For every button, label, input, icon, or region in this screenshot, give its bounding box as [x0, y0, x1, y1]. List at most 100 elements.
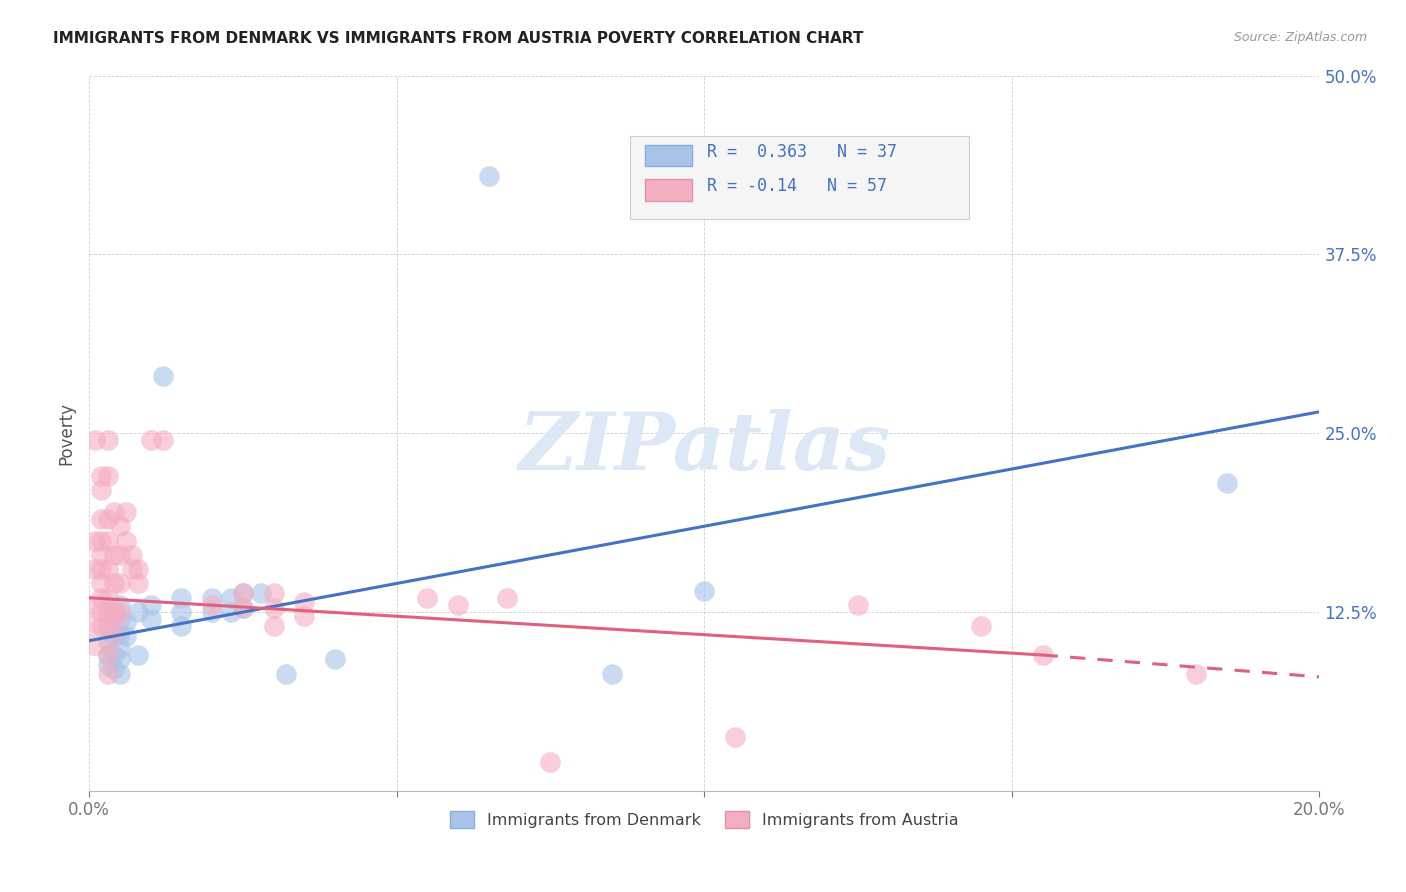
Point: [90, 605, 112, 619]
Point: [263, 600, 285, 615]
Point: [201, 598, 224, 612]
Y-axis label: Poverty: Poverty: [58, 401, 75, 465]
Point: [274, 666, 297, 681]
Point: [84, 562, 107, 576]
Point: [152, 434, 174, 448]
Point: [115, 615, 138, 629]
Point: [1216, 476, 1239, 491]
Point: [90, 533, 112, 548]
Point: [96, 619, 118, 633]
Point: [90, 469, 112, 483]
Point: [96, 434, 118, 448]
Point: [115, 533, 138, 548]
Point: [96, 666, 118, 681]
Point: [108, 576, 131, 591]
Point: [250, 586, 273, 600]
Point: [108, 666, 131, 681]
Point: [263, 586, 285, 600]
Point: [263, 619, 285, 633]
Point: [108, 652, 131, 666]
Point: [103, 548, 125, 562]
Point: [416, 591, 439, 605]
FancyBboxPatch shape: [630, 136, 969, 219]
Point: [1032, 648, 1054, 662]
Point: [152, 369, 174, 384]
Point: [103, 662, 125, 676]
Point: [90, 591, 112, 605]
Point: [108, 605, 131, 619]
Point: [108, 598, 131, 612]
Point: [96, 658, 118, 673]
Point: [139, 612, 162, 626]
Legend: Immigrants from Denmark, Immigrants from Austria: Immigrants from Denmark, Immigrants from…: [444, 805, 965, 834]
FancyBboxPatch shape: [645, 145, 692, 167]
Point: [170, 605, 193, 619]
Point: [84, 619, 107, 633]
Point: [103, 629, 125, 643]
Point: [496, 591, 519, 605]
Point: [84, 434, 107, 448]
Point: [232, 600, 254, 615]
Point: [170, 591, 193, 605]
Point: [84, 533, 107, 548]
Point: [108, 612, 131, 626]
Point: [232, 586, 254, 600]
Point: [90, 548, 112, 562]
Point: [96, 619, 118, 633]
Point: [292, 595, 315, 609]
Point: [121, 562, 143, 576]
Point: [96, 533, 118, 548]
Point: [139, 434, 162, 448]
Point: [121, 548, 143, 562]
Point: [103, 505, 125, 519]
Point: [96, 512, 118, 526]
Text: IMMIGRANTS FROM DENMARK VS IMMIGRANTS FROM AUSTRIA POVERTY CORRELATION CHART: IMMIGRANTS FROM DENMARK VS IMMIGRANTS FR…: [53, 31, 863, 46]
Point: [90, 576, 112, 591]
Point: [96, 648, 118, 662]
Point: [96, 633, 118, 648]
Point: [127, 562, 149, 576]
Point: [219, 605, 242, 619]
Point: [96, 648, 118, 662]
Point: [96, 591, 118, 605]
Point: [103, 648, 125, 662]
Point: [219, 591, 242, 605]
Point: [103, 605, 125, 619]
Point: [96, 469, 118, 483]
Point: [127, 605, 149, 619]
Point: [292, 609, 315, 624]
Text: R =  0.363   N = 37: R = 0.363 N = 37: [707, 143, 897, 161]
Point: [96, 562, 118, 576]
Point: [115, 629, 138, 643]
Point: [90, 483, 112, 498]
Point: [127, 648, 149, 662]
Point: [103, 576, 125, 591]
Point: [846, 598, 869, 612]
Point: [232, 586, 254, 600]
Point: [693, 583, 716, 598]
Point: [127, 576, 149, 591]
Text: R = -0.14   N = 57: R = -0.14 N = 57: [707, 178, 887, 195]
Text: Source: ZipAtlas.com: Source: ZipAtlas.com: [1233, 31, 1367, 45]
Point: [96, 605, 118, 619]
Point: [323, 652, 346, 666]
Point: [90, 512, 112, 526]
Point: [139, 598, 162, 612]
Text: ZIPatlas: ZIPatlas: [519, 409, 890, 486]
Point: [724, 730, 747, 744]
Point: [600, 666, 623, 681]
Point: [540, 756, 562, 770]
Point: [201, 591, 224, 605]
Point: [108, 640, 131, 655]
Point: [108, 626, 131, 640]
Point: [170, 619, 193, 633]
Point: [1185, 666, 1208, 681]
Point: [108, 548, 131, 562]
Point: [90, 619, 112, 633]
Point: [90, 562, 112, 576]
Point: [103, 605, 125, 619]
Point: [970, 619, 993, 633]
Point: [108, 519, 131, 533]
Point: [201, 605, 224, 619]
FancyBboxPatch shape: [645, 179, 692, 201]
